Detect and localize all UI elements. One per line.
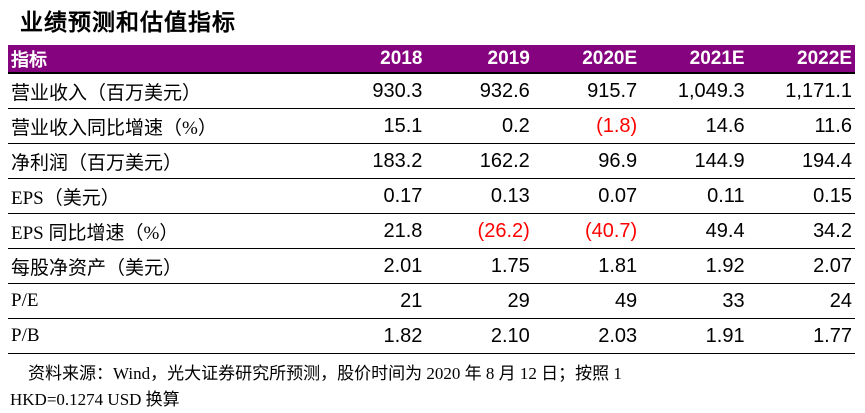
table-row: 每股净资产（美元） 2.01 1.75 1.81 1.92 2.07 bbox=[8, 249, 855, 284]
metric-value: 34.2 bbox=[813, 219, 852, 242]
metric-value: 11.6 bbox=[814, 114, 852, 137]
source-note-line-2: HKD=0.1274 USD 换算 bbox=[10, 390, 180, 409]
report-table-snippet: 业绩预测和估值指标 指标 2018 2019 2020E 2021E 2022E… bbox=[0, 9, 865, 413]
metric-value: 1.77 bbox=[813, 324, 852, 347]
metric-label: P/B bbox=[11, 325, 40, 346]
metric-value: 24 bbox=[829, 289, 852, 312]
table-row: EPS 同比增速（%） 21.8 (26.2) (40.7) 49.4 34.2 bbox=[8, 214, 855, 249]
metric-value: 29 bbox=[507, 289, 530, 312]
metric-label: 营业收入同比增速（%） bbox=[11, 117, 217, 139]
metric-value: 0.2 bbox=[501, 114, 530, 137]
table-row: EPS（美元） 0.17 0.13 0.07 0.11 0.15 bbox=[8, 179, 855, 214]
metric-value: 915.7 bbox=[587, 79, 638, 102]
column-header-2018: 2018 bbox=[318, 45, 426, 73]
metric-value: 15.1 bbox=[383, 114, 423, 137]
metric-value: 2.10 bbox=[490, 324, 530, 347]
metric-label: P/E bbox=[11, 290, 39, 311]
metric-value: 0.11 bbox=[707, 184, 745, 207]
table-row: 净利润（百万美元） 183.2 162.2 96.9 144.9 194.4 bbox=[8, 144, 855, 179]
column-header-2022e: 2022E bbox=[747, 45, 855, 73]
metric-value: 1.81 bbox=[598, 254, 638, 277]
metric-value: 33 bbox=[722, 289, 745, 312]
metric-value: 49.4 bbox=[705, 219, 745, 242]
metric-value: 0.07 bbox=[598, 184, 638, 207]
metric-label: EPS 同比增速（%） bbox=[11, 222, 179, 244]
metric-value: 14.6 bbox=[705, 114, 745, 137]
metric-value: 932.6 bbox=[479, 79, 530, 102]
metric-value: 2.01 bbox=[383, 254, 423, 277]
metric-label: 营业收入（百万美元） bbox=[11, 82, 202, 104]
metric-value: 144.9 bbox=[694, 149, 745, 172]
table-header-row: 指标 2018 2019 2020E 2021E 2022E bbox=[8, 45, 855, 73]
table-row: 营业收入同比增速（%） 15.1 0.2 (1.8) 14.6 11.6 bbox=[8, 109, 855, 144]
metric-value: (40.7) bbox=[584, 219, 638, 242]
metric-value: 1.92 bbox=[705, 254, 745, 277]
source-note-line-1: 资料来源：Wind，光大证券研究所预测，股价时间为 2020 年 8 月 12 … bbox=[28, 364, 622, 383]
metrics-table: 指标 2018 2019 2020E 2021E 2022E 营业收入（百万美元… bbox=[8, 45, 855, 354]
metric-value: 0.13 bbox=[490, 184, 530, 207]
metric-value: 1,049.3 bbox=[677, 79, 745, 102]
table-body: 营业收入（百万美元） 930.3 932.6 915.7 1,049.3 1,171.1 营… bbox=[8, 73, 855, 354]
metric-value: 2.03 bbox=[598, 324, 638, 347]
metric-value: 183.2 bbox=[372, 149, 423, 172]
metric-value: 194.4 bbox=[801, 149, 852, 172]
metric-value: 49 bbox=[614, 289, 638, 312]
table-row: P/B 1.82 2.10 2.03 1.91 1.77 bbox=[8, 319, 855, 354]
metric-value: 1.91 bbox=[705, 324, 745, 347]
metric-value: 2.07 bbox=[813, 254, 852, 277]
column-header-2021e: 2021E bbox=[640, 45, 748, 73]
metric-label: 每股净资产（美元） bbox=[11, 257, 183, 279]
metric-value: (26.2) bbox=[477, 219, 530, 242]
metric-value: 0.17 bbox=[383, 184, 423, 207]
metric-value: 930.3 bbox=[372, 79, 423, 102]
metric-value: 1.82 bbox=[383, 324, 423, 347]
metric-value: 1,171.1 bbox=[785, 79, 852, 102]
metric-value: 162.2 bbox=[479, 149, 530, 172]
column-header-metric: 指标 bbox=[8, 45, 319, 73]
table-title: 业绩预测和估值指标 bbox=[20, 10, 236, 35]
metric-value: 21.8 bbox=[383, 219, 423, 242]
table-row: 营业收入（百万美元） 930.3 932.6 915.7 1,049.3 1,171.1 bbox=[8, 73, 855, 109]
metric-label: 净利润（百万美元） bbox=[11, 152, 183, 174]
source-note: 资料来源：Wind，光大证券研究所预测，股价时间为 2020 年 8 月 12 … bbox=[10, 361, 855, 413]
metric-value: 21 bbox=[400, 289, 423, 312]
metric-value: 0.15 bbox=[813, 184, 852, 207]
column-header-2019: 2019 bbox=[425, 45, 533, 73]
metric-value: (1.8) bbox=[596, 114, 638, 137]
metric-value: 96.9 bbox=[598, 149, 638, 172]
metric-value: 1.75 bbox=[490, 254, 530, 277]
column-header-2020e: 2020E bbox=[532, 45, 641, 73]
table-row: P/E 21 29 49 33 24 bbox=[8, 284, 855, 319]
metric-label: EPS（美元） bbox=[11, 187, 120, 209]
